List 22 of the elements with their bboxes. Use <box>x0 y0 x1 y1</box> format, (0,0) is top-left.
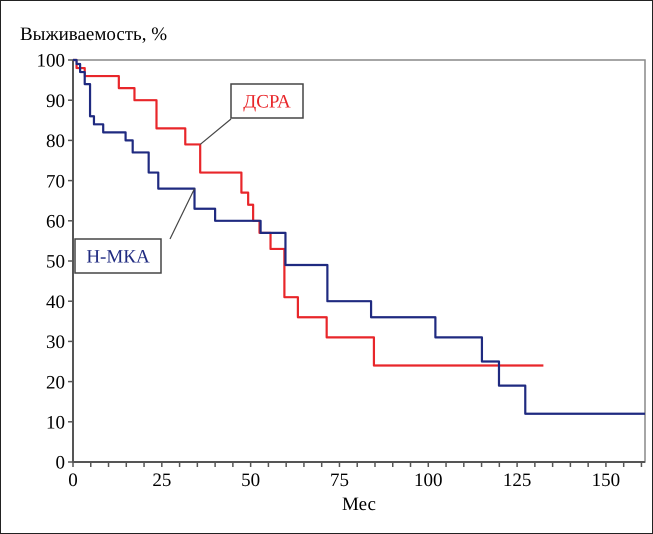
x-tick-label: 25 <box>152 470 172 491</box>
x-tick-label: 50 <box>241 470 260 491</box>
y-tick-label: 20 <box>46 372 65 394</box>
x-tick-label: 75 <box>330 470 349 491</box>
x-tick-label: 0 <box>68 470 78 491</box>
y-tick-label: 80 <box>46 131 65 152</box>
y-tick-label: 50 <box>46 252 65 273</box>
text: ДСРА <box>243 92 292 113</box>
y-tick-label: 0 <box>56 452 65 474</box>
y-tick-label: 70 <box>46 171 65 192</box>
y-tick-label: 30 <box>46 332 65 354</box>
x-tick-label: 125 <box>502 470 532 491</box>
y-axis-title: Выживаемость, % <box>20 24 168 45</box>
x-tick-label: 100 <box>414 470 443 491</box>
y-tick-label: 10 <box>46 412 65 434</box>
x-tick-label: 150 <box>592 470 620 491</box>
x-axis-title: Мес <box>342 494 376 515</box>
y-tick-label: 40 <box>46 292 65 313</box>
y-tick-label: 60 <box>46 211 65 232</box>
y-tick-label: 90 <box>46 90 65 112</box>
text: Н-МКА <box>86 246 150 268</box>
y-tick-label: 100 <box>36 50 65 72</box>
